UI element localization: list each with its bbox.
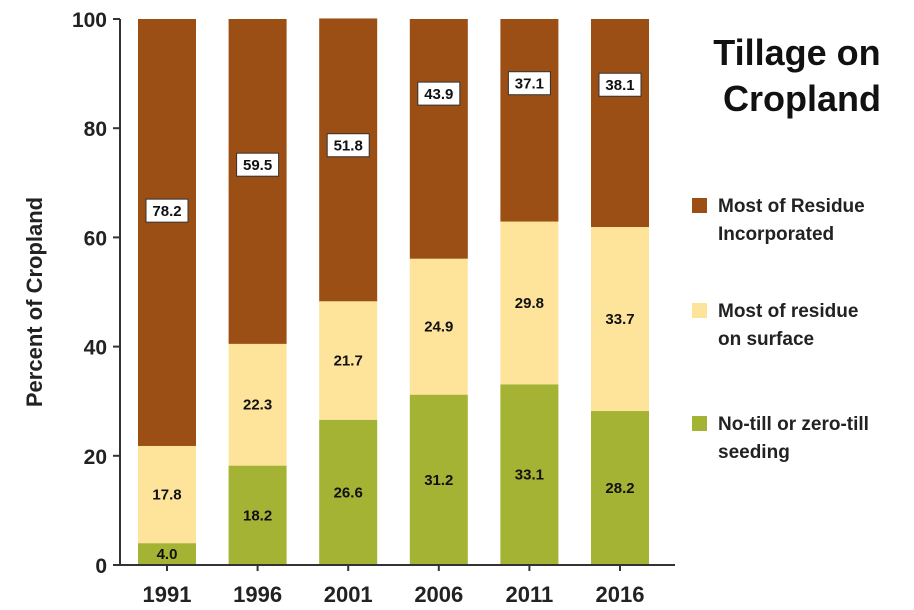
data-label: 51.8	[334, 138, 363, 155]
y-tick-label: 0	[95, 555, 107, 578]
data-label: 22.3	[243, 397, 272, 414]
data-label: 31.2	[424, 472, 453, 489]
data-label-box	[236, 152, 280, 177]
data-label: 78.2	[152, 203, 181, 220]
bar-segment	[228, 19, 287, 344]
data-label-box	[417, 81, 461, 106]
bar-segment	[138, 19, 196, 446]
x-axis: 1991 1996 2001 2006 2011 2016	[120, 564, 675, 607]
bar-segment	[409, 394, 468, 565]
legend-swatch	[692, 198, 707, 213]
data-label: 43.9	[424, 86, 453, 103]
x-tick-label: 2001	[324, 582, 373, 607]
y-tick-label: 20	[84, 446, 107, 469]
bar-segment	[591, 227, 649, 412]
bar-segment	[228, 465, 287, 565]
bar-segment	[500, 384, 559, 565]
data-label-box	[145, 198, 189, 223]
data-label: 37.1	[515, 76, 544, 93]
bar-segment	[500, 221, 559, 385]
bar-segment	[138, 445, 196, 544]
data-label: 28.2	[605, 480, 634, 497]
x-tick-label: 2011	[506, 582, 554, 607]
legend-swatch	[692, 303, 707, 318]
legend-label: Most of residue	[718, 301, 858, 322]
chart-title-line-1: Tillage on	[713, 32, 880, 73]
legend-swatch	[692, 416, 707, 431]
legend-label: on surface	[718, 329, 814, 350]
legend-label: Incorporated	[718, 224, 834, 245]
legend-label: seeding	[718, 442, 790, 463]
data-label: 26.6	[334, 484, 363, 501]
y-axis: 0 20 40 60 80 100	[72, 9, 121, 578]
data-label: 59.5	[243, 157, 272, 174]
data-label-box	[598, 72, 642, 97]
y-tick-label: 100	[72, 9, 107, 32]
bar-segment	[591, 19, 649, 228]
y-tick-label: 40	[84, 337, 107, 360]
data-label-box	[507, 71, 551, 96]
x-tick-label: 1996	[233, 582, 282, 607]
data-label: 18.2	[243, 507, 272, 524]
bar-segment	[319, 301, 378, 420]
data-label: 24.9	[424, 319, 453, 336]
y-axis-title: Percent of Cropland	[22, 197, 47, 407]
legend-label: Most of Residue	[718, 196, 865, 217]
bar-segment	[228, 343, 287, 466]
y-tick-label: 60	[84, 227, 107, 250]
plot-area: 4.0 17.8 78.2 18.2 22.3 59.5 26.6 21.7 51.8 31.2 2…	[138, 18, 649, 565]
data-label: 33.1	[515, 467, 544, 484]
x-tick-label: 1991	[143, 582, 192, 607]
bar-segment	[319, 18, 378, 302]
chart-title: Tillage on Cropland	[713, 32, 890, 119]
data-label: 17.8	[152, 487, 181, 504]
bar-segment	[500, 19, 559, 222]
bar-segment	[138, 543, 196, 565]
chart-title-line-2: Cropland	[723, 78, 881, 119]
data-label: 38.1	[605, 77, 634, 94]
legend: Most of Residue Incorporated Most of resid…	[692, 196, 869, 463]
bar-segment	[591, 411, 649, 565]
data-label: 29.8	[515, 295, 544, 312]
data-label: 4.0	[157, 546, 178, 563]
legend-label: No-till or zero-till	[718, 414, 869, 435]
data-label: 33.7	[605, 311, 634, 328]
data-label-box	[326, 133, 370, 158]
bar-segment	[409, 258, 468, 395]
x-tick-label: 2016	[596, 582, 645, 607]
bar-segment	[319, 419, 378, 565]
y-tick-label: 80	[84, 118, 107, 141]
bar-segment	[409, 19, 468, 259]
data-label: 21.7	[334, 353, 363, 370]
x-tick-label: 2006	[414, 582, 463, 607]
